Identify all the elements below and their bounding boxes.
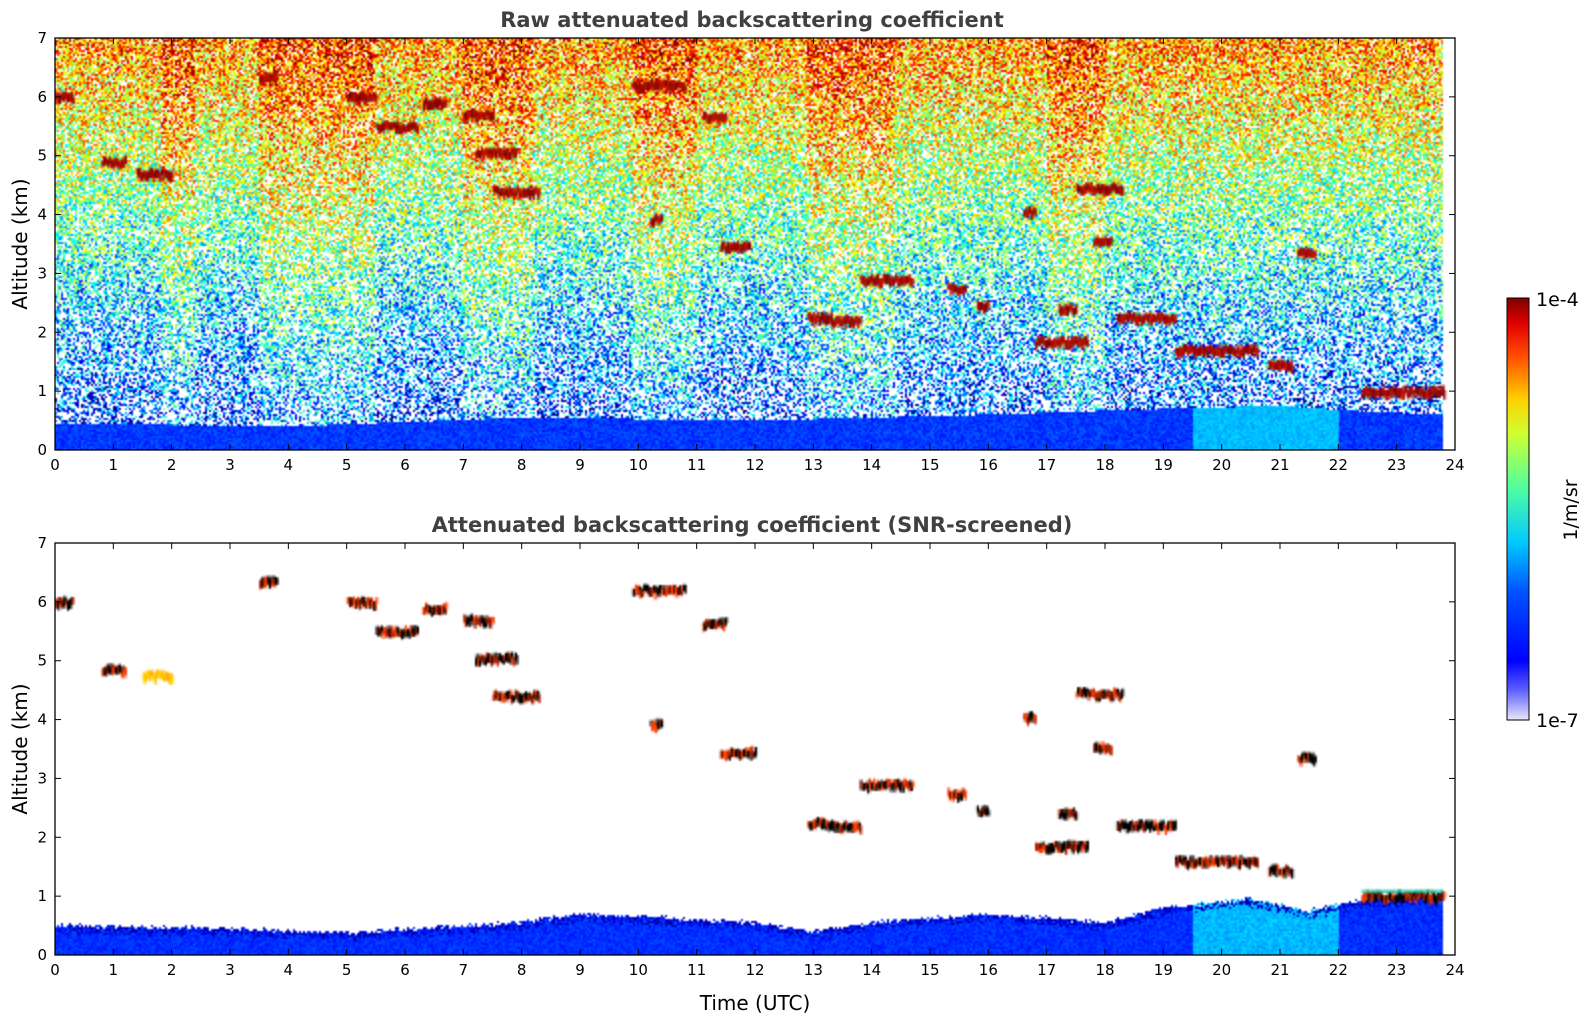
x-tick-label: 0 [50,961,60,979]
colorbar-unit-label: 1/m/sr [1560,479,1582,540]
x-tick-label: 10 [629,456,648,474]
x-tick-label: 11 [687,456,706,474]
x-tick-label: 7 [459,961,469,979]
x-tick-label: 14 [862,456,881,474]
x-tick-label: 4 [284,961,294,979]
x-tick-label: 9 [575,456,585,474]
top-x-ticks: 0 1 2 3 4 5 6 7 8 9 10 11 12 13 14 15 16 17 18 19 20 21 22 23 24 [50,38,1465,474]
bottom-x-ticks: 0 1 2 3 4 5 6 7 8 9 10 11 12 13 14 15 16 17 18 19 20 21 22 23 24 [50,543,1465,979]
x-tick-label: 17 [1037,961,1056,979]
x-tick-label: 18 [1095,456,1114,474]
y-tick-label: 0 [37,441,47,459]
snr-screened-panel: Attenuated backscattering coefficient (S… [8,513,1465,1015]
x-tick-label: 2 [167,961,177,979]
y-tick-label: 2 [37,323,47,341]
x-tick-label: 21 [1270,961,1289,979]
y-tick-label: 7 [37,29,47,47]
x-tick-label: 3 [225,961,235,979]
y-tick-label: 1 [37,382,47,400]
bottom-x-axis-label: Time (UTC) [699,991,811,1015]
y-tick-label: 4 [37,206,47,224]
x-tick-label: 22 [1329,961,1348,979]
x-tick-label: 24 [1445,456,1464,474]
y-tick-label: 0 [37,946,47,964]
x-tick-label: 8 [517,961,527,979]
x-tick-label: 23 [1387,456,1406,474]
x-tick-label: 6 [400,961,410,979]
colorbar-max-label: 1e-4 [1536,289,1579,311]
x-tick-label: 5 [342,456,352,474]
x-tick-label: 18 [1095,961,1114,979]
x-tick-label: 0 [50,456,60,474]
y-tick-label: 3 [37,264,47,282]
y-tick-label: 4 [37,711,47,729]
x-tick-label: 23 [1387,961,1406,979]
x-tick-label: 21 [1270,456,1289,474]
x-tick-label: 19 [1154,456,1173,474]
x-tick-label: 12 [745,456,764,474]
bottom-y-ticks: 0 1 2 3 4 5 6 7 [37,534,1455,964]
top-chart-title: Raw attenuated backscattering coefficien… [500,8,1004,32]
x-tick-label: 16 [979,961,998,979]
y-tick-label: 5 [37,652,47,670]
x-tick-label: 14 [862,961,881,979]
y-tick-label: 5 [37,147,47,165]
x-tick-label: 17 [1037,456,1056,474]
x-tick-label: 13 [804,456,823,474]
y-tick-label: 7 [37,534,47,552]
top-y-ticks: 0 1 2 3 4 5 6 7 [37,29,1455,459]
x-tick-label: 12 [745,961,764,979]
x-tick-label: 11 [687,961,706,979]
x-tick-label: 3 [225,456,235,474]
top-heatmap-image [55,38,1455,450]
x-tick-label: 20 [1212,456,1231,474]
colorbar-gradient [1506,297,1530,721]
bottom-y-axis-label: Altitude (km) [8,683,32,814]
top-y-axis-label: Altitude (km) [8,178,32,309]
x-tick-label: 19 [1154,961,1173,979]
y-tick-label: 6 [37,88,47,106]
y-tick-label: 6 [37,593,47,611]
bottom-plot-area [55,543,1455,955]
x-tick-label: 9 [575,961,585,979]
x-tick-label: 10 [629,961,648,979]
x-tick-label: 24 [1445,961,1464,979]
colorbar: 1e-4 1e-7 1/m/sr [1506,289,1582,732]
x-tick-label: 4 [284,456,294,474]
x-tick-label: 6 [400,456,410,474]
x-tick-label: 22 [1329,456,1348,474]
x-tick-label: 15 [920,456,939,474]
x-tick-label: 1 [109,961,119,979]
top-plot-area [55,38,1455,450]
y-tick-label: 2 [37,828,47,846]
x-tick-label: 7 [459,456,469,474]
x-tick-label: 13 [804,961,823,979]
bottom-heatmap-image [55,543,1455,955]
colorbar-min-label: 1e-7 [1536,710,1579,732]
x-tick-label: 15 [920,961,939,979]
x-tick-label: 2 [167,456,177,474]
x-tick-label: 1 [109,456,119,474]
bottom-chart-title: Attenuated backscattering coefficient (S… [432,513,1073,537]
x-tick-label: 5 [342,961,352,979]
y-tick-label: 3 [37,769,47,787]
x-tick-label: 20 [1212,961,1231,979]
x-tick-label: 8 [517,456,527,474]
y-tick-label: 1 [37,887,47,905]
x-tick-label: 16 [979,456,998,474]
raw-backscatter-panel: Raw attenuated backscattering coefficien… [8,8,1465,474]
